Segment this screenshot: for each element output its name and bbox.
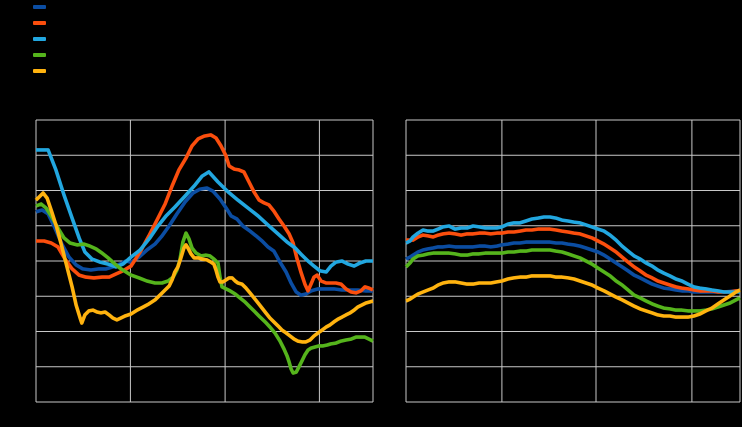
grid xyxy=(405,119,741,403)
legend-swatch-series-green xyxy=(33,53,46,57)
legend-swatch-series-light-blue xyxy=(33,37,46,41)
line-series-orange-red xyxy=(406,227,740,294)
line-series-yellow xyxy=(34,191,374,344)
legend-swatch-series-dark-blue xyxy=(33,5,46,9)
line-series-yellow xyxy=(405,274,741,319)
line-series-dark-blue xyxy=(35,186,373,297)
line-series-light-blue xyxy=(36,148,373,274)
line-series-light-blue xyxy=(405,215,740,294)
series-lines xyxy=(404,215,741,319)
left-line-chart xyxy=(34,119,374,403)
line-series-orange-red xyxy=(36,133,374,295)
line-series-green xyxy=(404,248,741,313)
legend-swatch-series-orange-red xyxy=(33,21,46,25)
legend xyxy=(33,5,46,73)
line-series-green xyxy=(35,202,374,375)
line-series-dark-blue xyxy=(405,240,740,294)
series-lines xyxy=(34,133,374,375)
legend-swatch-series-yellow xyxy=(33,69,46,73)
right-line-chart xyxy=(404,119,741,403)
